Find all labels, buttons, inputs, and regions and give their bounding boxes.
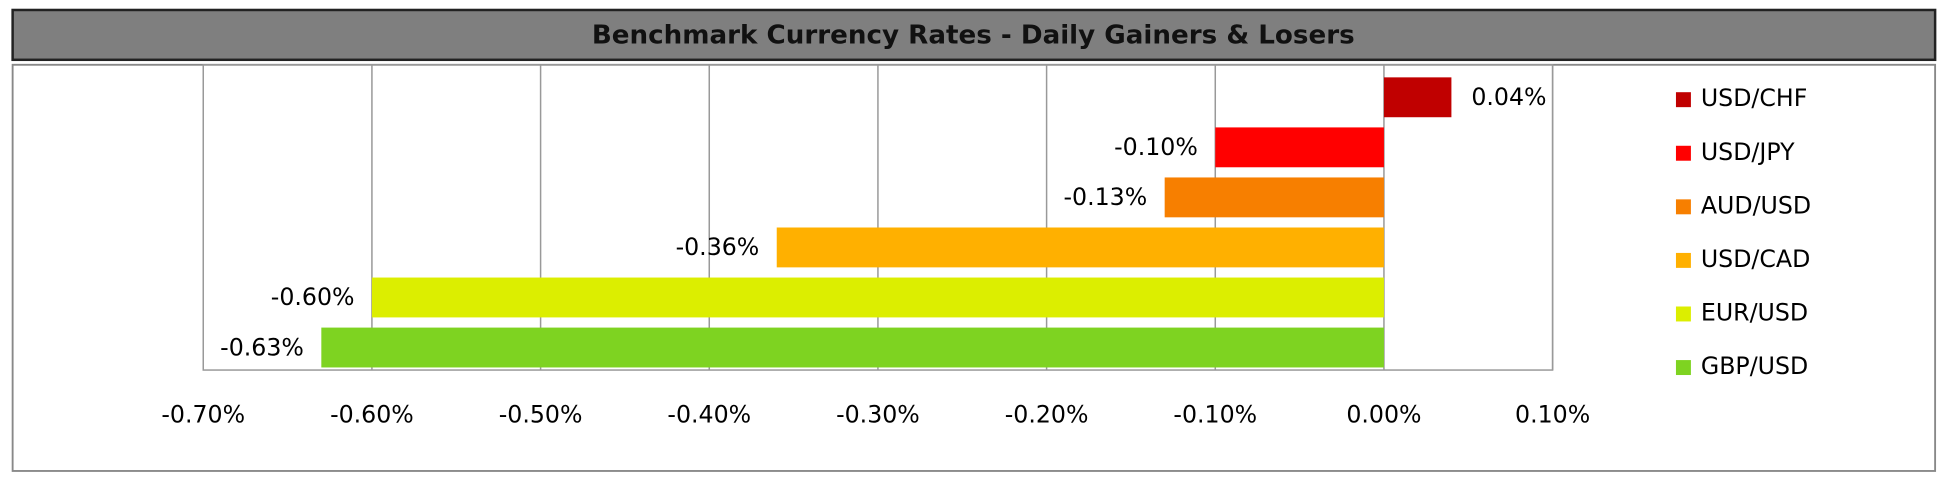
bar xyxy=(1383,77,1452,118)
legend-swatch xyxy=(1675,252,1691,268)
bar xyxy=(1164,177,1384,218)
legend-label: USD/CAD xyxy=(1701,245,1810,273)
chart-title: Benchmark Currency Rates - Daily Gainers… xyxy=(592,21,1355,51)
x-tick-label: -0.50% xyxy=(499,401,583,429)
data-label: -0.60% xyxy=(271,283,355,311)
x-tick-label: -0.20% xyxy=(1005,401,1089,429)
data-label: -0.13% xyxy=(1064,183,1148,211)
legend-swatch xyxy=(1675,306,1691,322)
legend-label: AUD/USD xyxy=(1701,191,1811,219)
data-label: 0.04% xyxy=(1471,83,1546,111)
legend-label: USD/CHF xyxy=(1701,84,1807,112)
legend-label: GBP/USD xyxy=(1701,352,1808,380)
data-label: -0.36% xyxy=(676,233,760,261)
chart-frame xyxy=(11,63,1937,472)
x-tick-label: -0.30% xyxy=(836,401,920,429)
x-tick-label: -0.70% xyxy=(161,401,245,429)
bar xyxy=(776,227,1384,268)
legend-swatch xyxy=(1675,92,1691,108)
x-tick-label: -0.10% xyxy=(1173,401,1257,429)
bar xyxy=(371,277,1384,318)
data-label: -0.10% xyxy=(1114,133,1198,161)
legend-label: USD/JPY xyxy=(1701,138,1795,166)
bar xyxy=(321,327,1384,368)
legend-swatch xyxy=(1675,145,1691,161)
x-tick-label: 0.10% xyxy=(1515,401,1590,429)
x-tick-label: 0.00% xyxy=(1346,401,1421,429)
data-label: -0.63% xyxy=(220,333,304,361)
bar xyxy=(1215,127,1384,168)
title-bar xyxy=(11,8,1937,62)
legend-label: EUR/USD xyxy=(1701,298,1808,326)
x-tick-label: -0.40% xyxy=(667,401,751,429)
legend-swatch xyxy=(1675,199,1691,215)
legend-swatch xyxy=(1675,360,1691,376)
x-tick-label: -0.60% xyxy=(330,401,414,429)
